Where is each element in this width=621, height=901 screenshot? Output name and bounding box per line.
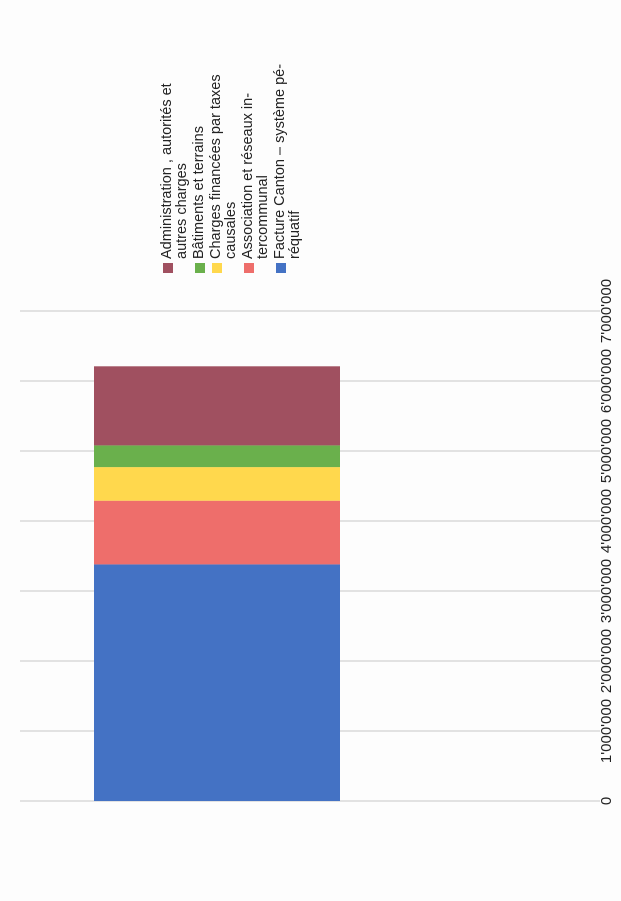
legend-item: Bâtiments et terrains <box>191 23 207 273</box>
y-tick-label: 4'000'000 <box>598 489 615 553</box>
legend-item: Facture Canton – système pé-réquatif <box>272 23 303 273</box>
y-tick-label: 7'000'000 <box>598 279 615 343</box>
bar-segment <box>94 445 340 468</box>
y-tick-label: 6'000'000 <box>598 349 615 413</box>
legend-label: Bâtiments et terrains <box>191 126 207 259</box>
bar-segment <box>94 564 340 801</box>
legend-label: Charges financées par taxes causales <box>208 74 239 259</box>
bar-segment <box>94 366 340 446</box>
legend-label: Facture Canton – système pé-réquatif <box>272 63 303 259</box>
bar-segment <box>94 467 340 501</box>
legend-swatch <box>244 263 254 273</box>
legend-item: Charges financées par taxes causales <box>208 23 239 273</box>
legend-item: Association et réseaux in-tercommunal <box>240 23 271 273</box>
y-tick-label: 0 <box>598 797 615 805</box>
legend-swatch <box>163 263 173 273</box>
y-tick-label: 1'000'000 <box>598 699 615 763</box>
y-axis-ticks: 0 1'000'000 2'000'000 3'000'000 4'000'000 5'0… <box>598 279 615 805</box>
bar-segment <box>94 500 340 565</box>
y-tick-label: 2'000'000 <box>598 629 615 693</box>
legend-label: Administration , autorités et autres char… <box>159 83 190 259</box>
legend-swatch <box>276 263 286 273</box>
legend-swatch <box>212 263 222 273</box>
legend-swatch <box>195 263 205 273</box>
y-tick-label: 5'000'000 <box>598 419 615 483</box>
legend-label: Association et réseaux in-tercommunal <box>240 92 271 259</box>
y-tick-label: 3'000'000 <box>598 559 615 623</box>
bar-stack <box>94 366 340 801</box>
legend-item: Administration , autorités et autres char… <box>159 23 190 273</box>
legend: Administration , autorités et autres char… <box>159 23 305 273</box>
